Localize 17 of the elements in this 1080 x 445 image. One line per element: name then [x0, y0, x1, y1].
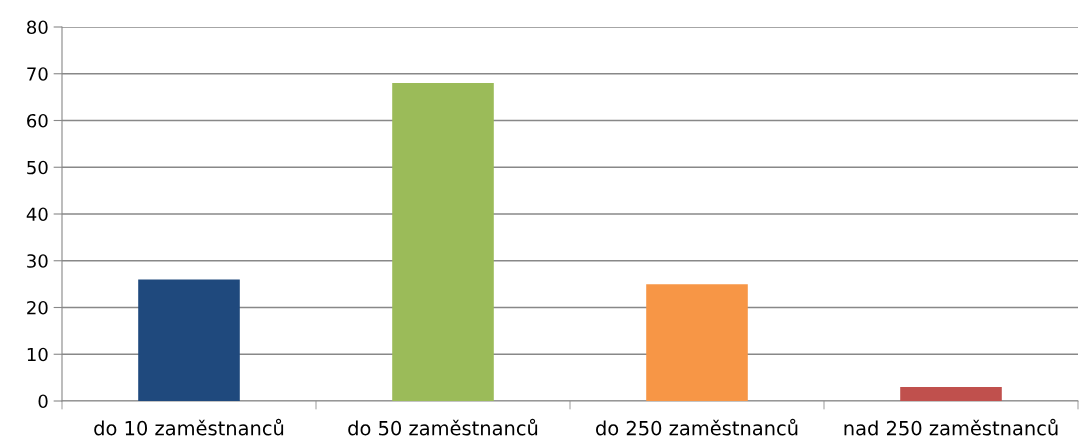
bar — [138, 279, 240, 401]
x-tick-label: do 50 zaměstnanců — [348, 418, 538, 436]
y-tick-label: 50 — [27, 160, 48, 175]
y-tick-label: 10 — [27, 347, 48, 362]
bar — [646, 284, 748, 401]
y-tick-label: 70 — [27, 67, 48, 81]
y-tick-label: 60 — [27, 113, 48, 128]
bar — [392, 83, 494, 401]
y-tick-label: 0 — [38, 394, 48, 409]
x-tick-label: nad 250 zaměstnanců — [844, 418, 1058, 436]
y-tick-label: 40 — [26, 207, 48, 222]
y-tick-label: 20 — [27, 300, 48, 315]
x-tick-label: do 10 zaměstnanců — [94, 418, 284, 436]
y-tick-label: 30 — [27, 254, 48, 268]
y-tick-label: 80 — [27, 20, 48, 35]
bar — [900, 386, 1002, 401]
x-tick-label: do 250 zaměstnanců — [596, 418, 798, 436]
